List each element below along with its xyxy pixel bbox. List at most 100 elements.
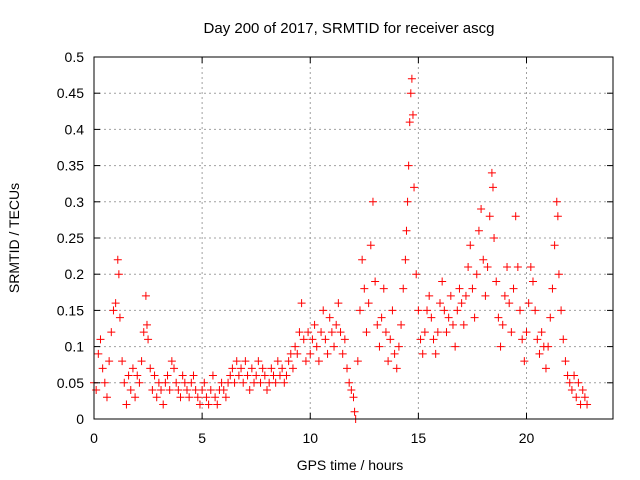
data-point	[165, 386, 174, 395]
data-point	[552, 197, 561, 206]
data-point	[531, 306, 540, 315]
data-point	[332, 320, 341, 329]
data-point	[304, 328, 313, 337]
data-point	[403, 197, 412, 206]
data-point	[234, 371, 243, 380]
data-point	[219, 386, 228, 395]
data-point	[392, 364, 401, 373]
y-tick-label: 0.35	[57, 158, 84, 174]
data-point	[350, 407, 359, 416]
grid	[94, 57, 613, 419]
data-point	[483, 262, 492, 271]
data-point	[448, 320, 457, 329]
data-point	[310, 320, 319, 329]
data-point	[377, 313, 386, 322]
data-point	[535, 349, 544, 358]
data-point	[230, 378, 239, 387]
data-point	[340, 335, 349, 344]
data-point	[293, 349, 302, 358]
data-point	[509, 284, 518, 293]
data-point	[559, 335, 568, 344]
data-point	[105, 357, 114, 366]
data-point	[457, 299, 466, 308]
data-point	[139, 328, 148, 337]
data-point	[167, 357, 176, 366]
data-point	[187, 378, 196, 387]
data-point	[176, 393, 185, 402]
data-point	[516, 306, 525, 315]
y-tick-label: 0.1	[65, 339, 85, 355]
data-point	[368, 197, 377, 206]
data-point	[384, 357, 393, 366]
data-point	[330, 342, 339, 351]
data-point	[338, 349, 347, 358]
data-point	[124, 371, 133, 380]
data-point	[386, 335, 395, 344]
data-point	[174, 386, 183, 395]
data-point	[202, 393, 211, 402]
data-point	[308, 335, 317, 344]
data-point	[282, 371, 291, 380]
data-point	[503, 262, 512, 271]
data-point	[128, 364, 137, 373]
data-point	[360, 284, 369, 293]
data-point	[204, 400, 213, 409]
data-point	[111, 299, 120, 308]
data-point	[306, 349, 315, 358]
data-point	[195, 400, 204, 409]
data-point	[451, 342, 460, 351]
data-point	[256, 378, 265, 387]
data-point	[102, 393, 111, 402]
data-point	[172, 378, 181, 387]
data-point	[241, 357, 250, 366]
data-point	[237, 364, 246, 373]
data-point	[271, 378, 280, 387]
data-point	[92, 386, 101, 395]
data-point	[522, 328, 531, 337]
data-point	[200, 378, 209, 387]
data-point	[438, 277, 447, 286]
data-point	[500, 291, 509, 300]
x-tick-label: 5	[198, 430, 206, 446]
data-point	[554, 270, 563, 279]
y-tick-label: 0.3	[65, 194, 85, 210]
data-point	[163, 371, 172, 380]
data-point	[408, 110, 417, 119]
data-point	[193, 393, 202, 402]
data-point	[355, 306, 364, 315]
data-point	[148, 386, 157, 395]
y-tick-label: 0.4	[65, 121, 85, 137]
data-point	[373, 320, 382, 329]
y-tick-label: 0.5	[65, 49, 85, 65]
data-point	[524, 299, 533, 308]
data-point	[245, 386, 254, 395]
data-point	[142, 320, 151, 329]
data-point	[423, 306, 432, 315]
data-point	[459, 320, 468, 329]
data-point	[453, 306, 462, 315]
data-point	[390, 349, 399, 358]
data-point	[420, 328, 429, 337]
data-point	[157, 386, 166, 395]
data-point	[113, 255, 122, 264]
data-point	[288, 364, 297, 373]
data-point	[414, 306, 423, 315]
data-point	[185, 393, 194, 402]
data-point	[444, 313, 453, 322]
data-point	[258, 364, 267, 373]
data-point	[343, 364, 352, 373]
data-point	[301, 357, 310, 366]
data-point	[159, 400, 168, 409]
data-point	[507, 328, 516, 337]
data-point	[243, 371, 252, 380]
data-point	[496, 342, 505, 351]
data-point	[133, 371, 142, 380]
data-point	[150, 371, 159, 380]
data-point	[557, 306, 566, 315]
data-point	[297, 299, 306, 308]
data-point	[498, 320, 507, 329]
data-point	[247, 364, 256, 373]
data-point	[544, 342, 553, 351]
x-tick-label: 15	[411, 430, 427, 446]
y-tick-label: 0	[76, 411, 84, 427]
